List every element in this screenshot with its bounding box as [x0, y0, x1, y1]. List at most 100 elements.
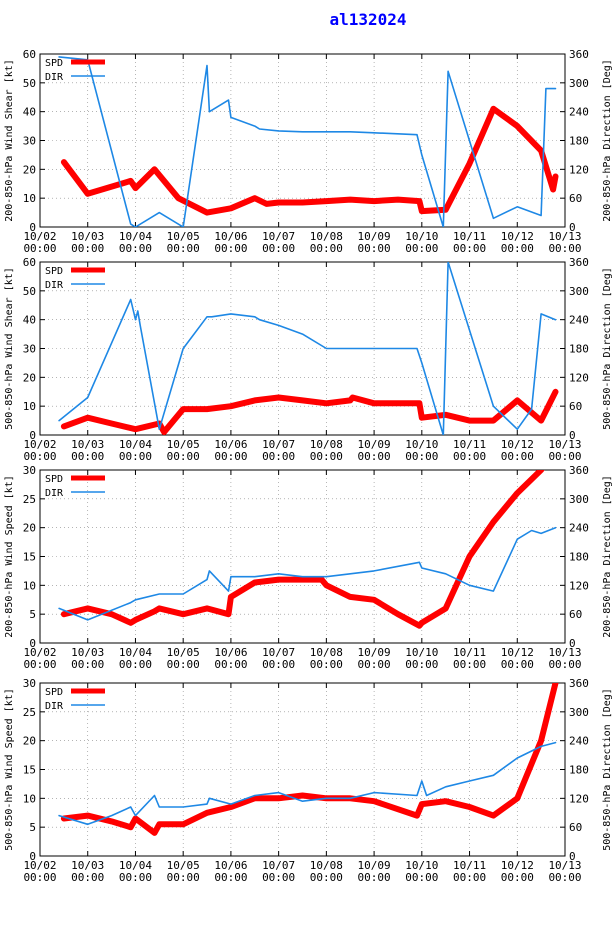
y-tick-label-left: 10 — [23, 192, 36, 205]
x-tick-time: 00:00 — [119, 658, 152, 671]
x-tick-date: 10/11 — [453, 646, 486, 659]
legend-label-spd: SPD — [45, 58, 63, 69]
dir-series-line — [58, 262, 557, 435]
x-tick-date: 10/05 — [167, 230, 200, 243]
legend-label-spd: SPD — [45, 474, 63, 485]
chart-title: al132024 — [329, 10, 406, 29]
plot-frame — [39, 682, 566, 857]
y-axis-label-left: 200-850-hPa Wind Shear [kt] — [4, 59, 15, 222]
x-tick-date: 10/08 — [310, 859, 343, 872]
dir-series-line — [58, 741, 557, 826]
x-tick-date: 10/04 — [119, 438, 152, 451]
y-tick-label-right: 360 — [569, 677, 589, 690]
x-tick-date: 10/13 — [548, 646, 581, 659]
spd-series-line — [60, 683, 559, 836]
y-tick-label-left: 25 — [23, 706, 36, 719]
y-tick-label-right: 60 — [569, 400, 582, 413]
y-tick-label-right: 120 — [569, 792, 589, 805]
x-tick-date: 10/06 — [214, 230, 247, 243]
x-tick-date: 10/05 — [167, 646, 200, 659]
y-tick-label-left: 5 — [29, 821, 36, 834]
legend-label-spd: SPD — [45, 687, 63, 698]
y-tick-label-left: 0 — [29, 637, 36, 650]
y-tick-label-left: 30 — [23, 677, 36, 690]
x-tick-time: 00:00 — [501, 871, 534, 884]
x-tick-date: 10/09 — [358, 230, 391, 243]
x-tick-date: 10/07 — [262, 859, 295, 872]
x-tick-date: 10/11 — [453, 230, 486, 243]
dir-series-line — [58, 526, 557, 621]
x-tick-date: 10/07 — [262, 438, 295, 451]
x-tick-time: 00:00 — [262, 242, 295, 255]
x-tick-time: 00:00 — [358, 242, 391, 255]
y-tick-label-right: 60 — [569, 192, 582, 205]
y-tick-label-left: 0 — [29, 429, 36, 442]
x-tick-date: 10/06 — [214, 646, 247, 659]
legend-label-dir: DIR — [45, 701, 64, 712]
x-tick-time: 00:00 — [501, 450, 534, 463]
y-tick-label-right: 300 — [569, 706, 589, 719]
y-tick-label-right: 240 — [569, 314, 589, 327]
x-tick-time: 00:00 — [453, 242, 486, 255]
y-tick-label-left: 10 — [23, 792, 36, 805]
y-tick-label-left: 20 — [23, 522, 36, 535]
y-axis-label-right: 200-850-hPa Direction [Deg] — [602, 59, 613, 222]
x-tick-date: 10/13 — [548, 438, 581, 451]
y-tick-label-right: 180 — [569, 135, 589, 148]
x-tick-date: 10/12 — [501, 646, 534, 659]
y-tick-label-right: 360 — [569, 256, 589, 269]
legend-label-dir: DIR — [45, 488, 64, 499]
x-tick-time: 00:00 — [214, 242, 247, 255]
x-tick-time: 00:00 — [214, 450, 247, 463]
y-tick-label-right: 240 — [569, 735, 589, 748]
y-tick-label-right: 60 — [569, 608, 582, 621]
y-tick-label-right: 300 — [569, 285, 589, 298]
y-axis-label-right: 200-850-hPa Direction [Deg] — [602, 475, 613, 638]
x-tick-date: 10/02 — [23, 230, 56, 243]
y-tick-label-left: 0 — [29, 221, 36, 234]
y-tick-label-right: 300 — [569, 493, 589, 506]
x-tick-date: 10/13 — [548, 859, 581, 872]
x-tick-time: 00:00 — [453, 871, 486, 884]
x-tick-time: 00:00 — [167, 658, 200, 671]
legend-label-dir: DIR — [45, 280, 64, 291]
x-tick-time: 00:00 — [453, 450, 486, 463]
y-tick-label-left: 10 — [23, 579, 36, 592]
x-tick-time: 00:00 — [501, 242, 534, 255]
x-tick-time: 00:00 — [119, 871, 152, 884]
y-tick-label-right: 300 — [569, 77, 589, 90]
x-tick-time: 00:00 — [23, 871, 56, 884]
x-tick-time: 00:00 — [405, 242, 438, 255]
x-tick-time: 00:00 — [548, 242, 581, 255]
x-tick-time: 00:00 — [310, 242, 343, 255]
x-tick-time: 00:00 — [71, 871, 104, 884]
x-tick-time: 00:00 — [358, 871, 391, 884]
x-tick-time: 00:00 — [405, 871, 438, 884]
x-tick-date: 10/03 — [71, 438, 104, 451]
spd-series-line — [60, 105, 559, 216]
x-tick-date: 10/12 — [501, 438, 534, 451]
panels: 10/0200:0010/0300:0010/0400:0010/0500:00… — [4, 48, 613, 884]
y-tick-label-left: 20 — [23, 735, 36, 748]
x-tick-time: 00:00 — [310, 658, 343, 671]
x-tick-date: 10/05 — [167, 438, 200, 451]
y-tick-label-right: 360 — [569, 48, 589, 61]
y-tick-label-left: 15 — [23, 764, 36, 777]
y-tick-label-left: 30 — [23, 135, 36, 148]
y-tick-label-right: 60 — [569, 821, 582, 834]
y-tick-label-left: 10 — [23, 400, 36, 413]
y-tick-label-right: 0 — [569, 429, 576, 442]
x-tick-time: 00:00 — [23, 658, 56, 671]
y-tick-label-left: 30 — [23, 343, 36, 356]
y-tick-label-right: 120 — [569, 371, 589, 384]
x-tick-time: 00:00 — [71, 450, 104, 463]
y-tick-label-left: 40 — [23, 314, 36, 327]
x-tick-date: 10/07 — [262, 230, 295, 243]
x-tick-time: 00:00 — [119, 450, 152, 463]
spd-series-line — [60, 388, 559, 435]
x-tick-time: 00:00 — [214, 658, 247, 671]
x-tick-time: 00:00 — [310, 450, 343, 463]
x-tick-time: 00:00 — [262, 871, 295, 884]
x-tick-date: 10/11 — [453, 438, 486, 451]
